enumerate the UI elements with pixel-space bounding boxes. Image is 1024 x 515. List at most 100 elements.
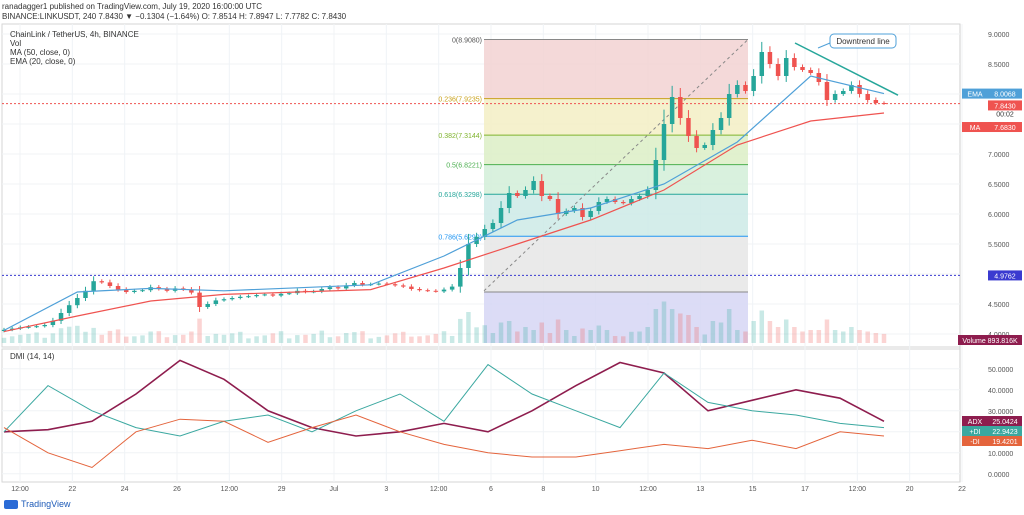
- candle[interactable]: [555, 199, 561, 214]
- candle[interactable]: [661, 124, 667, 160]
- candle[interactable]: [580, 208, 585, 217]
- candle[interactable]: [490, 223, 496, 229]
- candle[interactable]: [238, 296, 243, 298]
- candle[interactable]: [783, 58, 789, 76]
- candle[interactable]: [409, 286, 414, 289]
- candle[interactable]: [466, 244, 471, 268]
- candle[interactable]: [523, 190, 528, 196]
- candle[interactable]: [9, 328, 15, 330]
- candle[interactable]: [229, 298, 235, 300]
- candle[interactable]: [286, 293, 292, 295]
- candle[interactable]: [621, 202, 626, 204]
- candle[interactable]: [441, 289, 447, 292]
- candle[interactable]: [759, 52, 765, 76]
- candle[interactable]: [91, 281, 96, 291]
- candle[interactable]: [702, 145, 707, 148]
- candle[interactable]: [881, 103, 887, 104]
- candle[interactable]: [26, 326, 31, 328]
- candle[interactable]: [808, 70, 813, 73]
- candle[interactable]: [205, 304, 210, 307]
- candle[interactable]: [547, 196, 553, 199]
- candle[interactable]: [832, 94, 838, 100]
- candle[interactable]: [767, 52, 773, 64]
- downtrend-line[interactable]: [794, 42, 899, 96]
- candle[interactable]: [686, 118, 691, 136]
- candle[interactable]: [743, 85, 748, 91]
- candle[interactable]: [335, 287, 341, 289]
- candle[interactable]: [262, 294, 267, 296]
- candle[interactable]: [319, 289, 325, 292]
- candle[interactable]: [841, 91, 846, 94]
- candle[interactable]: [42, 325, 47, 327]
- candle[interactable]: [458, 268, 463, 287]
- candle[interactable]: [515, 193, 520, 196]
- candle[interactable]: [718, 118, 724, 130]
- candle[interactable]: [58, 313, 64, 321]
- candle[interactable]: [115, 286, 121, 290]
- candle[interactable]: [164, 289, 170, 291]
- candle[interactable]: [694, 136, 699, 148]
- candle[interactable]: [865, 94, 870, 100]
- candle[interactable]: [66, 305, 72, 313]
- candle[interactable]: [588, 211, 593, 217]
- candle[interactable]: [213, 300, 219, 304]
- candle[interactable]: [401, 285, 406, 287]
- candle[interactable]: [254, 295, 259, 297]
- candle[interactable]: [83, 290, 88, 298]
- candle[interactable]: [751, 76, 756, 91]
- candle[interactable]: [360, 283, 365, 285]
- candle[interactable]: [343, 285, 349, 289]
- candle[interactable]: [140, 290, 145, 292]
- candle[interactable]: [539, 181, 545, 196]
- candle[interactable]: [189, 289, 194, 293]
- candle[interactable]: [669, 97, 675, 124]
- candle[interactable]: [278, 293, 284, 296]
- candle[interactable]: [653, 160, 659, 190]
- candle[interactable]: [498, 208, 504, 223]
- candle[interactable]: [800, 67, 805, 70]
- candle[interactable]: [50, 320, 56, 325]
- candle[interactable]: [710, 130, 716, 145]
- candle[interactable]: [270, 294, 276, 296]
- candle[interactable]: [433, 290, 439, 292]
- candle[interactable]: [572, 208, 577, 211]
- candle[interactable]: [604, 199, 610, 202]
- candle[interactable]: [482, 229, 487, 237]
- candle[interactable]: [637, 196, 642, 199]
- tradingview-footer[interactable]: TradingView: [4, 499, 71, 509]
- candle[interactable]: [1, 329, 7, 331]
- candle[interactable]: [449, 286, 455, 290]
- candle[interactable]: [531, 181, 536, 190]
- candle[interactable]: [246, 296, 251, 298]
- candle[interactable]: [857, 85, 862, 94]
- candle[interactable]: [417, 289, 422, 291]
- candle[interactable]: [726, 94, 732, 118]
- candle[interactable]: [873, 100, 879, 103]
- candle[interactable]: [425, 290, 430, 292]
- candle[interactable]: [596, 202, 602, 211]
- candle[interactable]: [327, 287, 333, 289]
- candle[interactable]: [376, 283, 382, 285]
- candle[interactable]: [107, 282, 113, 286]
- candle[interactable]: [132, 290, 137, 292]
- candle[interactable]: [99, 281, 105, 283]
- candle[interactable]: [352, 283, 357, 286]
- candle[interactable]: [506, 193, 512, 208]
- candle[interactable]: [75, 298, 80, 306]
- candle[interactable]: [392, 284, 398, 286]
- candle[interactable]: [735, 85, 740, 94]
- candle[interactable]: [384, 283, 390, 285]
- candle[interactable]: [645, 190, 650, 196]
- candle[interactable]: [629, 199, 634, 204]
- price-pane[interactable]: [1, 23, 961, 348]
- candle[interactable]: [34, 326, 39, 328]
- candle[interactable]: [221, 299, 227, 301]
- candle[interactable]: [849, 85, 854, 91]
- candle[interactable]: [824, 82, 830, 100]
- candle[interactable]: [123, 289, 129, 292]
- candle[interactable]: [678, 97, 683, 118]
- candle[interactable]: [197, 292, 202, 307]
- candle[interactable]: [792, 58, 797, 67]
- candle[interactable]: [775, 64, 781, 76]
